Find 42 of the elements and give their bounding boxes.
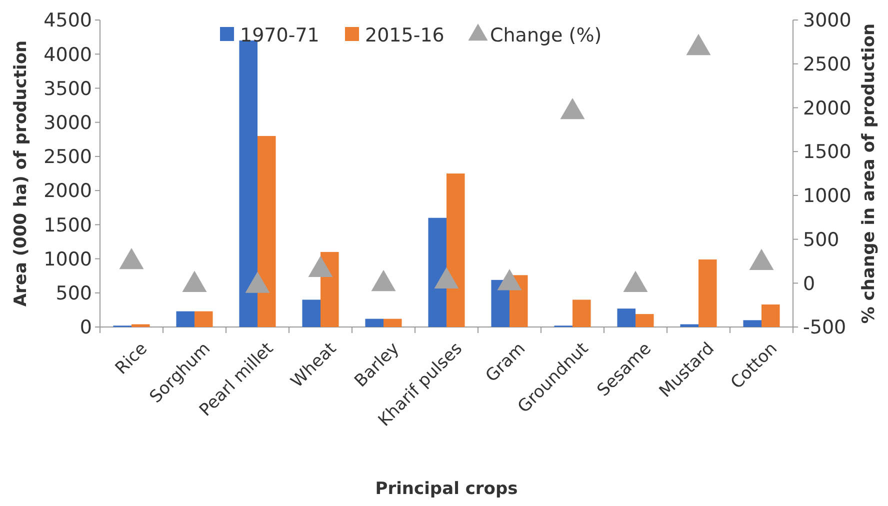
bar: [194, 311, 213, 327]
bar: [680, 324, 698, 327]
y-tick-label: 4000: [44, 44, 92, 66]
y-axis-title: Area (000 ha) of production: [11, 40, 31, 307]
y2-tick-label: 2500: [803, 54, 852, 76]
y-tick-label: 500: [56, 282, 92, 305]
y-tick-label: 4500: [44, 10, 92, 32]
y2-tick-label: 1000: [803, 185, 852, 208]
bar: [176, 311, 194, 327]
y-tick-label: 2500: [44, 146, 92, 168]
bar: [239, 40, 258, 327]
bar: [698, 259, 717, 327]
y2-tick-label: -500: [803, 316, 846, 339]
y-tick-label: 3500: [44, 78, 92, 100]
y-tick-label: 0: [80, 316, 92, 339]
bar: [572, 300, 591, 327]
legend-label: Change (%): [490, 24, 602, 47]
y2-axis-title: % change in area of production: [859, 23, 879, 324]
y-tick-label: 2000: [44, 180, 92, 202]
bar: [320, 252, 339, 327]
x-axis-title: Principal crops: [375, 479, 518, 499]
y-tick-label: 1000: [44, 248, 92, 270]
bar: [365, 318, 384, 327]
y2-tick-label: 500: [803, 228, 840, 251]
y2-tick-label: 1500: [803, 141, 852, 164]
y2-tick-label: 2000: [803, 97, 852, 120]
bar: [132, 324, 150, 327]
y2-tick-label: 3000: [803, 10, 852, 32]
bar: [446, 174, 465, 327]
bar: [258, 136, 276, 327]
y-tick-label: 3000: [44, 112, 92, 134]
bar: [636, 314, 654, 327]
y2-tick-label: 0: [803, 272, 816, 295]
bar: [302, 300, 320, 327]
bar: [743, 320, 762, 327]
bar: [428, 218, 446, 327]
bar: [384, 318, 402, 327]
y-tick-label: 1500: [44, 214, 92, 236]
bar: [617, 308, 636, 327]
legend-label: 2015-16: [365, 24, 444, 47]
legend-label: 1970-71: [240, 24, 320, 47]
bar: [762, 304, 780, 327]
